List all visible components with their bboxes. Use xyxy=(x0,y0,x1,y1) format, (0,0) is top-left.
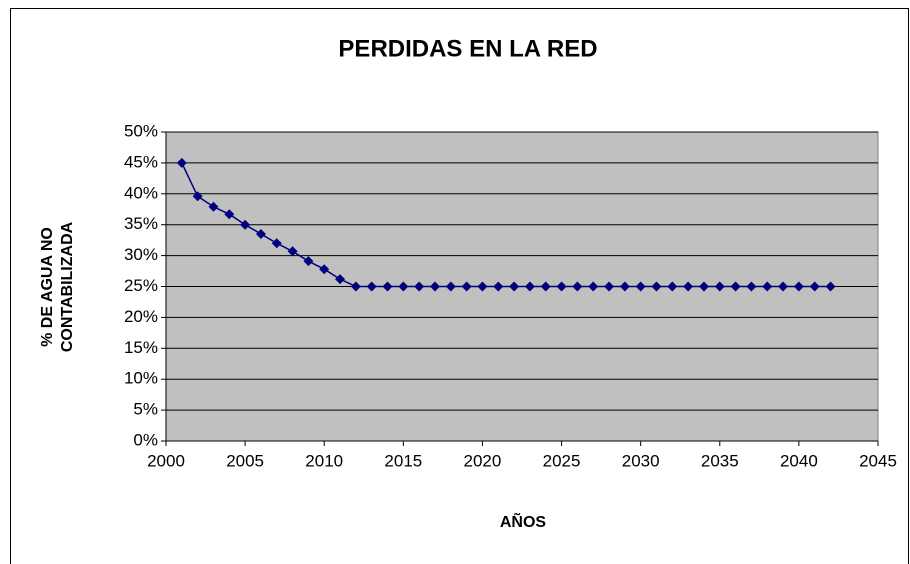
y-axis-label-line: CONTABILIZADA xyxy=(59,221,76,352)
point-marker xyxy=(762,281,773,292)
point-marker xyxy=(366,281,377,292)
point-marker xyxy=(335,274,346,285)
y-axis-label-line: % DE AGUA NO xyxy=(39,227,56,347)
x-tick-label: 2035 xyxy=(701,451,739,470)
point-marker xyxy=(588,281,599,292)
y-tick-label: 40% xyxy=(124,183,158,202)
point-marker xyxy=(524,281,535,292)
point-marker xyxy=(224,209,235,220)
point-marker xyxy=(604,281,615,292)
point-marker xyxy=(572,281,583,292)
x-tick-label: 2000 xyxy=(147,451,185,470)
point-marker xyxy=(398,281,409,292)
x-tick-label: 2010 xyxy=(305,451,343,470)
point-marker xyxy=(509,281,520,292)
point-marker xyxy=(793,281,804,292)
y-tick-label: 0% xyxy=(133,430,158,449)
point-marker xyxy=(651,281,662,292)
point-marker xyxy=(778,281,789,292)
point-marker xyxy=(414,281,425,292)
y-tick-label: 50% xyxy=(124,121,158,140)
x-axis-label: AÑOS xyxy=(500,511,547,531)
y-tick-label: 15% xyxy=(124,338,158,357)
x-tick-label: 2025 xyxy=(543,451,581,470)
point-marker xyxy=(319,264,330,275)
point-marker xyxy=(287,246,298,257)
point-marker xyxy=(493,281,504,292)
point-marker xyxy=(809,281,820,292)
point-marker xyxy=(445,281,456,292)
point-marker xyxy=(635,281,646,292)
y-tick-label: 30% xyxy=(124,245,158,264)
point-marker xyxy=(540,281,551,292)
point-marker xyxy=(683,281,694,292)
x-tick-label: 2005 xyxy=(226,451,264,470)
chart-title: PERDIDAS EN LA RED xyxy=(338,35,597,62)
point-marker xyxy=(303,256,314,267)
y-tick-label: 45% xyxy=(124,152,158,171)
x-tick-label: 2015 xyxy=(384,451,422,470)
y-tick-label: 20% xyxy=(124,307,158,326)
point-marker xyxy=(667,281,678,292)
point-marker xyxy=(461,281,472,292)
y-tick-label: 5% xyxy=(133,400,158,419)
point-marker xyxy=(429,281,440,292)
point-marker xyxy=(556,281,567,292)
point-marker xyxy=(698,281,709,292)
point-marker xyxy=(176,157,187,168)
point-marker xyxy=(825,281,836,292)
point-marker xyxy=(208,201,219,212)
point-marker xyxy=(271,238,282,249)
point-marker xyxy=(746,281,757,292)
point-marker xyxy=(477,281,488,292)
point-marker xyxy=(240,219,251,230)
x-tick-label: 2040 xyxy=(780,451,818,470)
point-marker xyxy=(350,281,361,292)
x-tick-label: 2030 xyxy=(622,451,660,470)
point-marker xyxy=(255,228,266,239)
y-tick-label: 25% xyxy=(124,276,158,295)
point-marker xyxy=(619,281,630,292)
x-tick-label: 2020 xyxy=(464,451,502,470)
x-tick-label: 2045 xyxy=(859,451,897,470)
point-marker xyxy=(382,281,393,292)
point-marker xyxy=(714,281,725,292)
y-axis-label: % DE AGUA NO CONTABILIZADA xyxy=(39,221,76,352)
y-tick-label: 10% xyxy=(124,369,158,388)
y-tick-label: 35% xyxy=(124,214,158,233)
point-marker xyxy=(730,281,741,292)
point-marker xyxy=(192,191,203,202)
